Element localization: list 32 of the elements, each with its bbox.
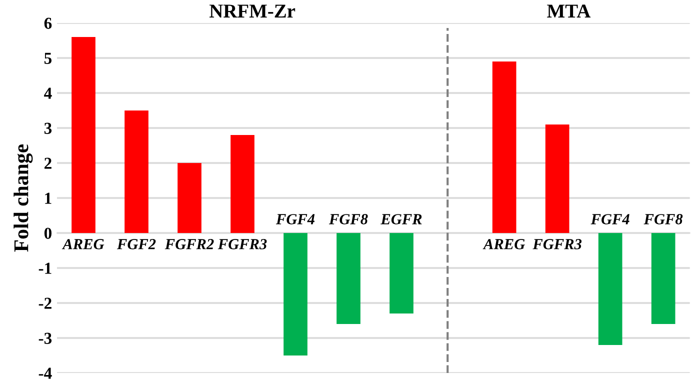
x-tick-label: FGF8 [328,214,368,224]
x-tick-label: EGFR [380,214,422,224]
bar [284,233,308,356]
x-tick-label: FGF4 [276,214,315,224]
y-tick-label: 1 [45,192,52,204]
y-tick-label: -1 [38,262,52,274]
bar [390,233,414,314]
x-tick-label: FGF4 [590,214,630,224]
x-tick-label: FGFR2 [164,239,214,250]
y-tick-label: -2 [38,298,52,309]
bar [336,233,360,324]
bar [124,110,148,233]
y-tick-label: 4 [44,88,52,99]
chart-title: MTA [547,4,591,18]
bar [178,163,202,233]
x-tick-label: FGF2 [116,239,156,250]
x-tick-label: FGFR3 [218,239,267,250]
x-tick-label: FGF8 [644,214,683,224]
y-tick-label: -3 [38,332,52,344]
y-tick-label: 0 [44,228,52,239]
y-tick-label: -4 [38,368,52,379]
x-tick-label: AREG [482,239,525,250]
x-tick-label: FGFR3 [532,239,582,250]
chart-title: NRFM-Zr [209,4,296,18]
y-tick-label: 6 [44,18,52,29]
x-tick-label: AREG [62,239,104,250]
y-tick-label: 5 [44,52,52,64]
bar [72,37,96,233]
y-axis-title: Fold change [14,144,33,252]
bar [230,135,254,233]
y-tick-label: 2 [44,158,52,169]
y-tick-label: 3 [44,122,52,134]
